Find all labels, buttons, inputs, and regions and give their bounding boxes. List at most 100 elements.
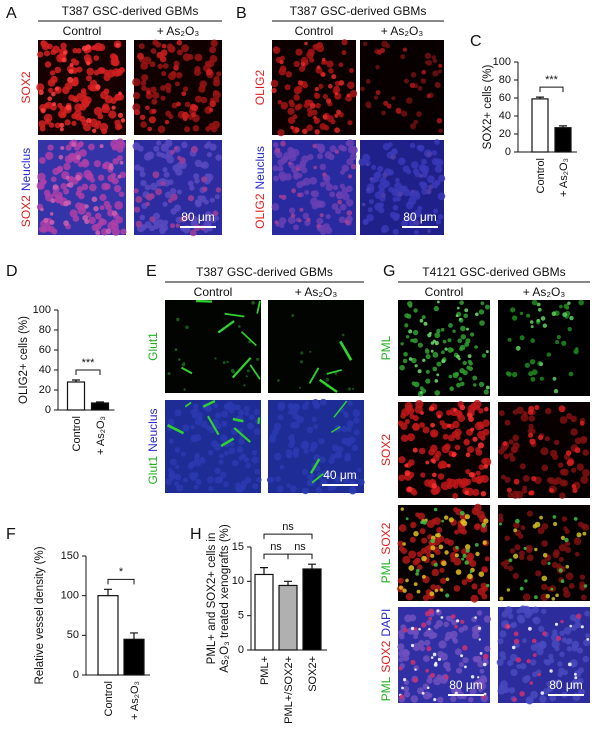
cell [452,492,458,499]
row-label-word: Neuclus [19,148,33,191]
cell [568,371,574,377]
micrograph [397,503,490,603]
cell [430,341,435,345]
cell [187,180,194,187]
error-bar [104,588,112,596]
cell [413,308,418,313]
cell [486,583,490,588]
cell [162,201,168,207]
cell [479,320,485,326]
cell [571,467,577,473]
cell [428,608,434,615]
cell [149,216,156,223]
cell [508,687,516,694]
cell [412,329,419,336]
cell [170,188,177,195]
cell [99,193,107,202]
cell [330,119,336,125]
row-label-word: DAPI [379,609,393,637]
cell [520,413,529,422]
cell [66,200,72,206]
cell [524,675,531,682]
cell [505,371,511,376]
cell [60,111,66,117]
cell [89,177,96,183]
cell [146,90,151,95]
cell [229,403,237,411]
cell [471,583,478,590]
cell [285,452,292,459]
cell [72,47,78,54]
cell [436,532,441,538]
cell [279,217,287,225]
cell [412,338,418,344]
cell [479,423,485,430]
cell [405,201,414,210]
cell [76,66,83,73]
cell [316,217,324,225]
cell [461,557,465,561]
cell [504,535,510,541]
cell [451,619,457,626]
cell [451,451,457,457]
bar [97,595,119,676]
cell [412,643,421,651]
y-axis-label: Relative vessel density (%) [34,546,46,684]
cell [286,483,292,488]
cell [277,414,284,421]
cell [187,195,195,202]
cell [302,83,308,89]
cell [523,605,531,613]
cell [437,414,442,419]
cell [408,565,415,571]
bar [554,127,572,153]
x-tick-label: SOX2+ [307,656,319,692]
cell [221,410,229,418]
cell [529,681,534,685]
cell [565,306,569,310]
cell [231,459,239,467]
cell [455,546,459,550]
cell [431,486,440,495]
cell [567,662,572,667]
cell [50,176,57,183]
cell [513,528,518,533]
cell [559,416,568,424]
cell [375,65,380,70]
cell [140,121,147,128]
cell [398,585,404,590]
cell [499,596,504,601]
cell [558,462,564,468]
cell [571,484,576,489]
cell [428,406,435,412]
cell [467,354,472,358]
cell [501,474,506,480]
y-tick-label: 60 [499,92,511,104]
cell [550,587,554,591]
cell [500,680,508,688]
micrograph [397,607,491,703]
cell [226,360,229,364]
cell [442,433,449,440]
cell [531,638,537,644]
cell [277,99,283,105]
cell [283,152,291,160]
row-label-word: SOX2 [379,522,393,554]
cell [517,616,526,624]
x-tick-label: Control [71,416,83,451]
cell [387,169,394,176]
cell [117,112,124,118]
cell [432,459,436,464]
cell [199,457,205,462]
vessel [240,331,257,347]
cell [436,609,440,613]
cell [314,87,319,92]
cell [292,114,298,120]
cell [431,150,437,156]
cell [316,143,325,152]
cell [403,678,407,682]
panel-title: T387 GSC-derived GBMs [196,265,333,279]
cell [411,161,419,169]
cell [559,304,563,309]
cell [466,552,475,561]
